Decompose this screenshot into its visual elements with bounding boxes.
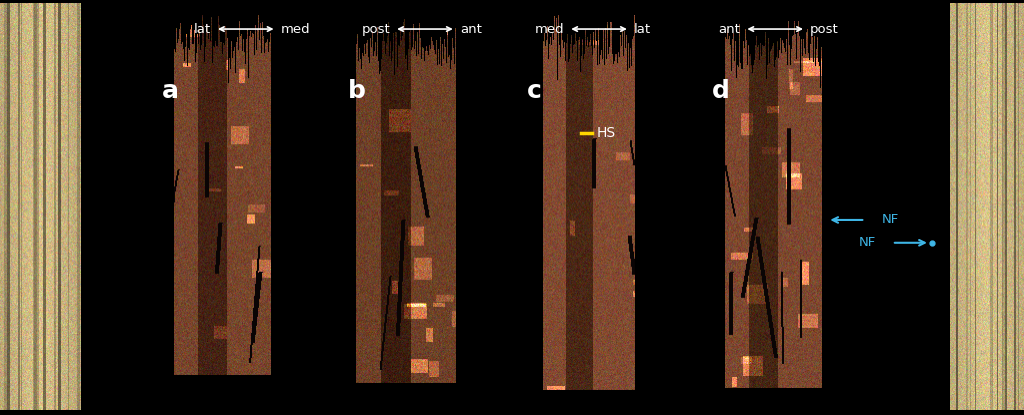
Text: ant: ant [719,22,740,36]
Text: NF: NF [882,213,899,227]
Text: a: a [162,79,179,103]
Text: lat: lat [194,22,211,36]
Text: post: post [810,22,839,36]
Text: lat: lat [634,22,651,36]
Text: c: c [527,79,543,103]
Text: d: d [712,79,729,103]
Text: HS: HS [597,126,616,140]
Text: NF: NF [858,236,876,249]
Text: ant: ant [460,22,481,36]
Text: b: b [348,79,366,103]
Text: med: med [281,22,310,36]
Text: med: med [535,22,564,36]
Text: post: post [361,22,390,36]
